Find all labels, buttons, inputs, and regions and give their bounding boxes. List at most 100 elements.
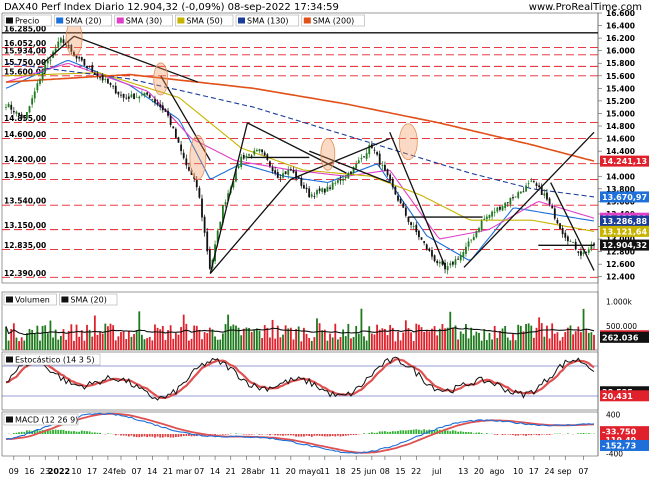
macd-histogram-bar (224, 434, 227, 435)
x-tick-label: 17 (87, 467, 97, 476)
macd-histogram-bar (127, 434, 130, 437)
volume-bar (240, 335, 243, 350)
candle-body (245, 155, 248, 159)
stoch-badge-bg (600, 390, 649, 402)
candle-body (355, 164, 358, 169)
volume-bar (363, 336, 365, 350)
candle-body (462, 251, 465, 257)
macd-histogram-bar (148, 434, 151, 437)
macd-histogram-bar (530, 434, 533, 436)
macd-histogram-bar (363, 433, 365, 434)
price-tick-label: 15.200 (606, 97, 635, 106)
volume-bar (143, 339, 146, 350)
macd-histogram-bar (514, 434, 517, 436)
x-tick-label: jul (431, 467, 442, 476)
volume-bar (397, 331, 399, 350)
volume-bar (224, 324, 227, 350)
legend-swatch (6, 416, 13, 423)
price-tick-label: 15.400 (606, 84, 635, 93)
volume-bar (127, 330, 130, 350)
panel-frame-stoch (1, 351, 599, 411)
volume-bar (263, 325, 266, 350)
volume-bar (308, 337, 311, 350)
macd-histogram-bar (188, 434, 190, 436)
volume-bar (242, 328, 245, 350)
volume-bar (491, 339, 493, 350)
legend-label: SMA (130) (247, 17, 289, 26)
macd-histogram-bar (15, 432, 18, 434)
candle-body (120, 94, 122, 96)
macd-histogram-bar (321, 434, 324, 437)
volume-bar (135, 330, 138, 350)
macd-histogram-bar (436, 429, 439, 434)
candle-body (206, 231, 209, 252)
macd-histogram-bar (368, 433, 371, 434)
volume-bar (33, 333, 36, 350)
trendline (550, 182, 595, 271)
volume-badge: 262.036 (602, 333, 639, 342)
volume-bar (449, 311, 452, 350)
candle-body (208, 249, 211, 269)
volume-bar (245, 327, 248, 350)
candle-body (339, 179, 342, 181)
macd-histogram-bar (331, 434, 334, 436)
macd-histogram-bar (425, 430, 428, 434)
macd-histogram-bar (310, 434, 313, 437)
candle-body (117, 91, 120, 95)
candle-body (470, 239, 473, 241)
volume-bar (276, 325, 279, 350)
macd-histogram-bar (23, 432, 26, 434)
candle-body (394, 186, 397, 195)
macd-histogram-bar (418, 429, 420, 434)
candle-body (297, 177, 300, 179)
x-tick-label: 21 (226, 467, 236, 476)
candle-body (323, 188, 326, 193)
macd-histogram-bar (295, 434, 297, 437)
candle-body (420, 237, 423, 240)
price-tick-label: 15.800 (606, 59, 635, 68)
candle-body (253, 150, 256, 155)
candle-body (185, 158, 188, 166)
macd-histogram-bar (93, 432, 96, 434)
candle-body (441, 260, 444, 265)
macd-histogram-bar (323, 434, 326, 437)
macd-histogram-bar (532, 434, 535, 435)
volume-bar (235, 325, 237, 350)
trendline (160, 75, 211, 161)
volume-bar (140, 334, 143, 350)
volume-bar (104, 323, 107, 350)
volume-bar (559, 340, 561, 350)
volume-bar (329, 333, 331, 350)
candle-body (91, 65, 94, 72)
volume-bar (391, 327, 394, 350)
macd-histogram-bar (164, 434, 167, 437)
volume-bar (167, 330, 169, 350)
macd-histogram-bar (399, 430, 402, 434)
macd-histogram-bar (279, 434, 282, 436)
volume-bar (472, 335, 475, 350)
candle-body (540, 185, 543, 195)
legend-box (114, 14, 173, 27)
candle-body (148, 94, 151, 98)
macd-histogram-bar (269, 434, 271, 436)
volume-bar (156, 327, 159, 350)
candle-body (316, 190, 318, 195)
macd-histogram-bar (161, 434, 164, 438)
macd-histogram-bar (65, 430, 68, 434)
candle-body (587, 249, 590, 253)
macd-histogram-bar (384, 431, 386, 434)
candle-body (402, 203, 405, 208)
macd-histogram-bar (86, 431, 88, 434)
macd-histogram-bar (180, 434, 182, 437)
macd-histogram-bar (535, 434, 538, 436)
legend-box (3, 14, 52, 27)
candle-body (284, 171, 287, 175)
macd-histogram-bar (457, 431, 460, 434)
candle-body (519, 191, 522, 194)
website-link[interactable]: www.ProRealTime.com (528, 2, 642, 13)
x-tick-label: jun (363, 467, 376, 476)
volume-bar (423, 331, 426, 350)
candle-body (582, 252, 585, 254)
volume-bar (525, 323, 527, 350)
candle-body (399, 198, 402, 204)
